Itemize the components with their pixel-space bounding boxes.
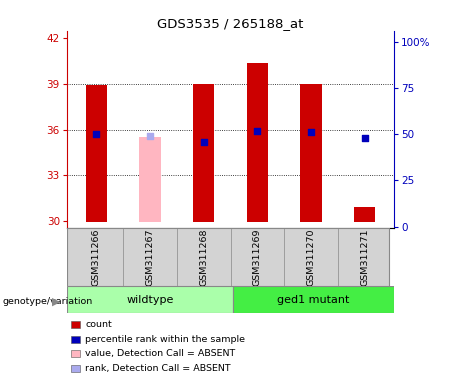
Point [93, 131, 100, 137]
Point [200, 139, 207, 145]
Text: GSM311271: GSM311271 [360, 228, 369, 286]
Bar [86, 86, 107, 222]
Bar [67, 286, 233, 313]
Title: GDS3535 / 265188_at: GDS3535 / 265188_at [157, 17, 304, 30]
Text: rank, Detection Call = ABSENT: rank, Detection Call = ABSENT [85, 364, 231, 373]
Text: count: count [85, 320, 112, 329]
Text: ged1 mutant: ged1 mutant [278, 295, 350, 305]
Text: genotype/variation: genotype/variation [2, 297, 93, 306]
Text: GSM311266: GSM311266 [92, 228, 101, 286]
Point [361, 135, 368, 141]
Text: percentile rank within the sample: percentile rank within the sample [85, 334, 245, 344]
Bar [193, 84, 214, 222]
Bar [247, 63, 268, 222]
Text: value, Detection Call = ABSENT: value, Detection Call = ABSENT [85, 349, 236, 358]
Text: GSM311269: GSM311269 [253, 228, 262, 286]
Point [254, 127, 261, 134]
Point [146, 133, 154, 139]
Text: GSM311268: GSM311268 [199, 228, 208, 286]
Text: GSM311270: GSM311270 [307, 228, 315, 286]
Bar [233, 286, 394, 313]
Text: wildtype: wildtype [126, 295, 174, 305]
Text: GSM311267: GSM311267 [146, 228, 154, 286]
Bar [300, 84, 322, 222]
Bar [354, 207, 375, 222]
Point [307, 129, 315, 136]
Bar [139, 137, 161, 222]
Text: ▶: ▶ [53, 296, 61, 306]
